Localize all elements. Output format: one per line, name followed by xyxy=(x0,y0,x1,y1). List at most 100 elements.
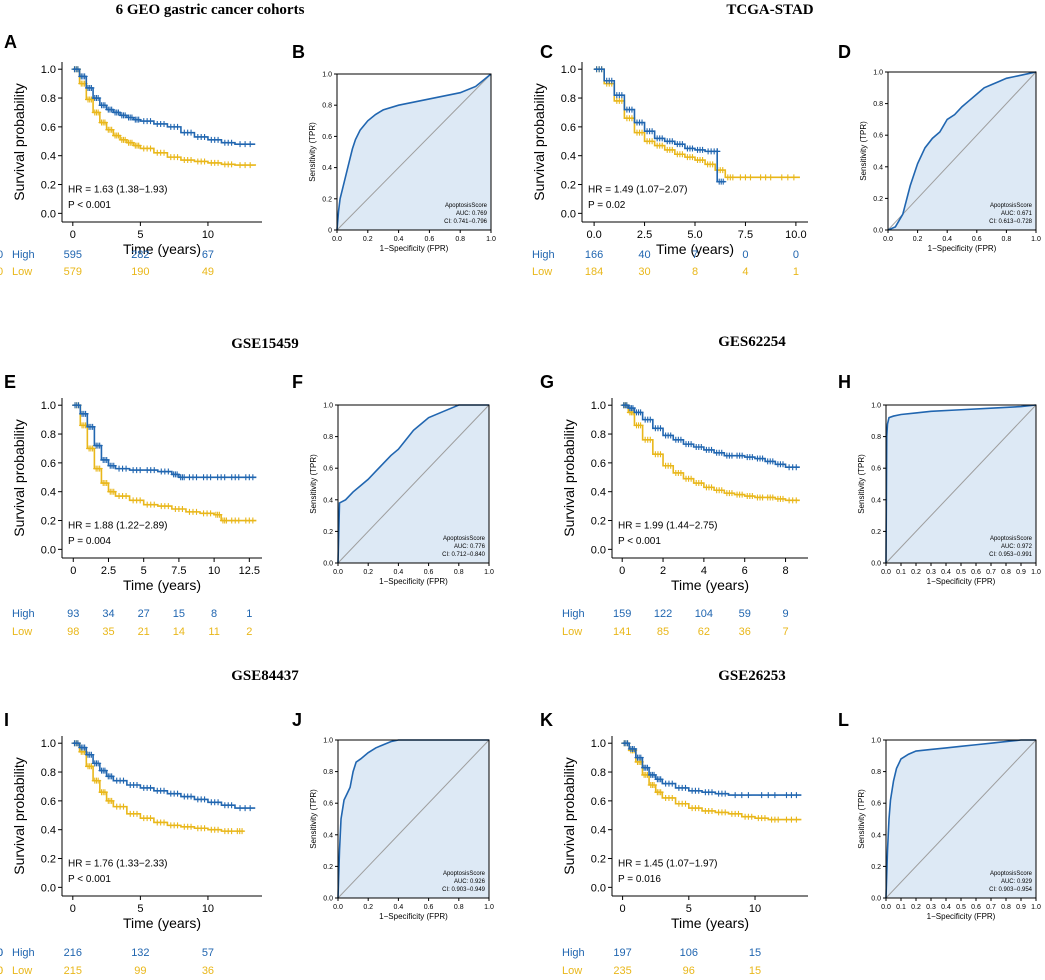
censor-mark xyxy=(181,474,188,481)
y-tick-label: 0.6 xyxy=(871,801,881,808)
panel-label-C: C xyxy=(540,42,553,62)
panel-label-D: D xyxy=(838,42,851,62)
censor-mark xyxy=(137,497,144,504)
censor-mark xyxy=(669,794,676,801)
panel-label-F: F xyxy=(292,372,303,392)
censor-mark xyxy=(598,66,605,73)
censor-mark xyxy=(115,132,122,139)
x-tick-label: 0.7 xyxy=(986,569,996,576)
risk-count: 8 xyxy=(692,266,698,278)
roc-diagonal xyxy=(887,71,1037,231)
panel-label-A: A xyxy=(4,32,17,52)
panel-label-E: E xyxy=(4,372,16,392)
censor-mark xyxy=(161,149,168,156)
risk-count: 4 xyxy=(742,266,748,278)
risk-count: 96 xyxy=(683,965,695,977)
km-panel-A: 6 GEO gastric cancer cohorts 0.0 0.2 0.4 0.6… xyxy=(0,2,305,278)
x-tick-label: 0 xyxy=(70,903,76,915)
x-tick-label: 0.7 xyxy=(986,904,996,911)
censor-mark xyxy=(165,503,172,510)
y-tick-label: 0.8 xyxy=(591,767,606,779)
risk-count: 0 xyxy=(0,947,3,959)
censor-mark xyxy=(165,468,172,475)
cohort-title: TCGA-STAD xyxy=(726,2,813,18)
y-axis-label: Survival probability xyxy=(561,757,577,875)
censor-mark xyxy=(207,510,214,517)
censor-mark xyxy=(108,773,115,780)
x-tick-label: 1.0 xyxy=(484,904,494,911)
censor-mark xyxy=(639,129,646,136)
roc-legend-line: ApoptosisScore xyxy=(990,203,1033,209)
censor-mark xyxy=(193,474,200,481)
y-tick-label: 1.0 xyxy=(323,738,333,745)
panel-label-K: K xyxy=(540,710,553,730)
p-value: P = 0.02 xyxy=(588,200,626,211)
risk-count: 159 xyxy=(613,608,631,620)
risk-group-high: High xyxy=(562,608,585,620)
risk-count: 184 xyxy=(585,266,603,278)
censor-mark xyxy=(103,480,110,487)
censor-mark xyxy=(759,455,766,462)
y-tick-label: 0.6 xyxy=(871,466,881,473)
x-tick-label: 0.2 xyxy=(913,236,923,243)
x-tick-label: 10 xyxy=(202,903,214,915)
censor-mark xyxy=(695,805,702,812)
risk-count: 0 xyxy=(0,965,3,977)
censor-mark xyxy=(122,136,129,143)
y-tick-label: 0.4 xyxy=(591,825,606,837)
x-tick-label: 0.4 xyxy=(394,904,404,911)
x-tick-label: 0.4 xyxy=(942,236,952,243)
x-tick-label: 0.1 xyxy=(896,569,906,576)
roc-legend-line: CI: 0.903−0.954 xyxy=(989,887,1033,893)
roc-legend-line: AUC: 0.929 xyxy=(1001,879,1033,885)
censor-mark xyxy=(637,754,644,761)
y-tick-label: 0.6 xyxy=(561,122,576,134)
censor-mark xyxy=(688,475,695,482)
censor-mark xyxy=(88,751,95,758)
censor-mark xyxy=(221,474,228,481)
y-tick-label: 0.0 xyxy=(871,561,881,568)
censor-mark xyxy=(242,141,249,148)
censor-mark xyxy=(174,471,181,478)
risk-count: 9 xyxy=(782,608,788,620)
y-tick-label: 0.2 xyxy=(591,516,606,528)
y-tick-label: 0.6 xyxy=(873,133,883,140)
km-panel-G: GES62254 0.0 0.2 0.4 0.6 0.8 1.0 0 2 4 6 8 Time (yea… xyxy=(561,334,808,638)
censor-mark xyxy=(769,494,776,501)
x-tick-label: 0.4 xyxy=(394,236,404,243)
roc-legend-line: AUC: 0.776 xyxy=(454,544,486,550)
y-tick-label: 0.4 xyxy=(323,832,333,839)
y-tick-label: 0.6 xyxy=(591,458,606,470)
censor-mark xyxy=(677,436,684,443)
censor-mark xyxy=(737,174,744,181)
risk-group-low: Low xyxy=(532,266,552,278)
roc-legend-line: AUC: 0.926 xyxy=(454,879,486,885)
x-tick-label: 1.0 xyxy=(486,236,496,243)
censor-mark xyxy=(188,823,195,830)
y-tick-label: 0.4 xyxy=(873,164,883,171)
y-tick-label: 0.0 xyxy=(41,882,56,894)
y-tick-label: 0.6 xyxy=(322,134,332,141)
censor-mark xyxy=(216,511,223,518)
roc-panel-F: 0.0 0.2 0.4 0.6 0.8 1.0 0.0 0.2 0.4 0.6 0.8 1.0 1−Sp… xyxy=(309,403,494,587)
roc-legend-line: AUC: 0.769 xyxy=(456,211,488,217)
censor-mark xyxy=(82,410,89,417)
x-axis-label: 1−Specificity (FPR) xyxy=(927,912,996,921)
x-axis-label: 1−Specificity (FPR) xyxy=(380,244,449,253)
censor-mark xyxy=(793,497,800,504)
panel-label-H: H xyxy=(838,372,851,392)
cohort-title: GSE84437 xyxy=(231,668,299,684)
roc-curve xyxy=(337,739,489,899)
censor-mark xyxy=(657,789,664,796)
censor-mark xyxy=(151,501,158,508)
censor-mark xyxy=(749,454,756,461)
risk-count: 7 xyxy=(692,249,698,261)
x-tick-label: 5 xyxy=(141,565,147,577)
censor-mark xyxy=(623,402,630,409)
risk-count: 197 xyxy=(613,947,631,959)
risk-count: 27 xyxy=(138,608,150,620)
censor-mark xyxy=(235,474,242,481)
x-tick-label: 0 xyxy=(619,565,625,577)
y-tick-label: 0.0 xyxy=(561,208,576,220)
censor-mark xyxy=(101,789,108,796)
